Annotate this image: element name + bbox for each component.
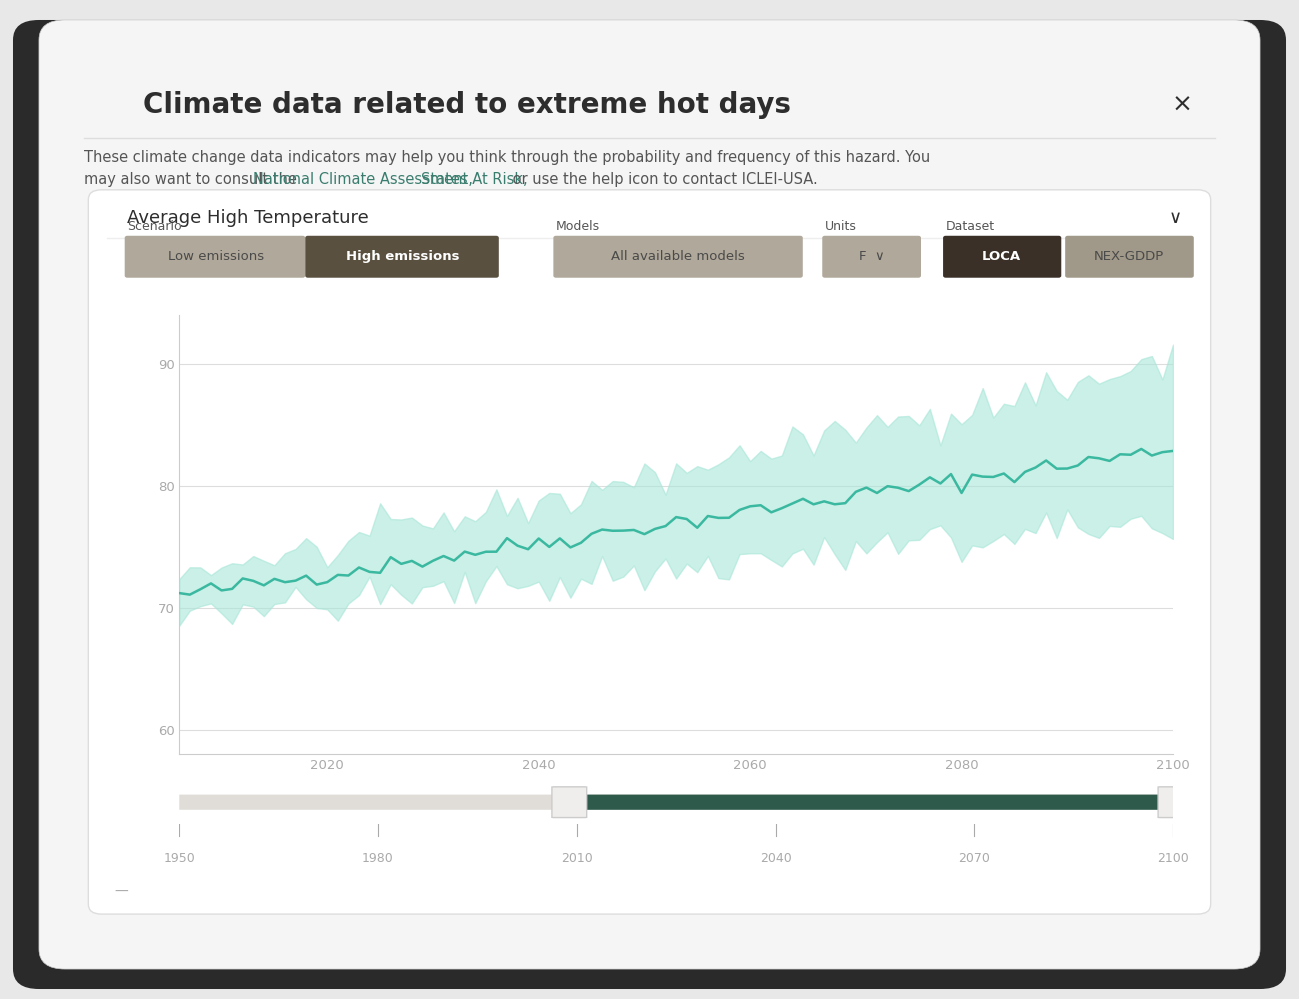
Text: 2070: 2070 [959, 852, 990, 865]
Text: —: — [114, 885, 129, 899]
Text: 1950: 1950 [164, 852, 195, 865]
FancyBboxPatch shape [88, 190, 1211, 914]
FancyBboxPatch shape [125, 236, 305, 278]
Text: LOCA: LOCA [982, 250, 1021, 264]
Text: Scenario: Scenario [127, 220, 182, 234]
Text: 2100: 2100 [1157, 852, 1189, 865]
FancyBboxPatch shape [1159, 787, 1192, 817]
Text: These climate change data indicators may help you think through the probability : These climate change data indicators may… [84, 150, 930, 166]
Text: Low emissions: Low emissions [168, 250, 264, 264]
FancyBboxPatch shape [552, 787, 587, 817]
Text: 2040: 2040 [760, 852, 791, 865]
Text: Climate data related to extreme hot days: Climate data related to extreme hot days [143, 91, 791, 119]
Text: High emissions: High emissions [346, 250, 460, 264]
Text: Dataset: Dataset [946, 220, 995, 234]
FancyBboxPatch shape [577, 794, 1173, 810]
Text: NEX-GDDP: NEX-GDDP [1094, 250, 1164, 264]
Text: may also want to consult the: may also want to consult the [84, 172, 301, 188]
FancyBboxPatch shape [1065, 236, 1194, 278]
Text: ∨: ∨ [1169, 209, 1182, 227]
FancyBboxPatch shape [39, 20, 1260, 969]
Text: National Climate Assessment,: National Climate Assessment, [252, 172, 473, 188]
Text: 1980: 1980 [362, 852, 394, 865]
FancyBboxPatch shape [943, 236, 1061, 278]
Text: Units: Units [825, 220, 857, 234]
FancyBboxPatch shape [822, 236, 921, 278]
Text: Average High Temperature: Average High Temperature [127, 209, 369, 227]
Text: All available models: All available models [612, 250, 744, 264]
Text: ×: × [1172, 93, 1192, 117]
FancyBboxPatch shape [13, 20, 1286, 989]
Text: F  ∨: F ∨ [859, 250, 885, 264]
FancyBboxPatch shape [553, 236, 803, 278]
Text: Models: Models [556, 220, 600, 234]
Text: States At Risk,: States At Risk, [421, 172, 527, 188]
Text: or use the help icon to contact ICLEI-USA.: or use the help icon to contact ICLEI-US… [508, 172, 817, 188]
FancyBboxPatch shape [179, 794, 1173, 810]
Text: 2010: 2010 [561, 852, 592, 865]
FancyBboxPatch shape [305, 236, 499, 278]
